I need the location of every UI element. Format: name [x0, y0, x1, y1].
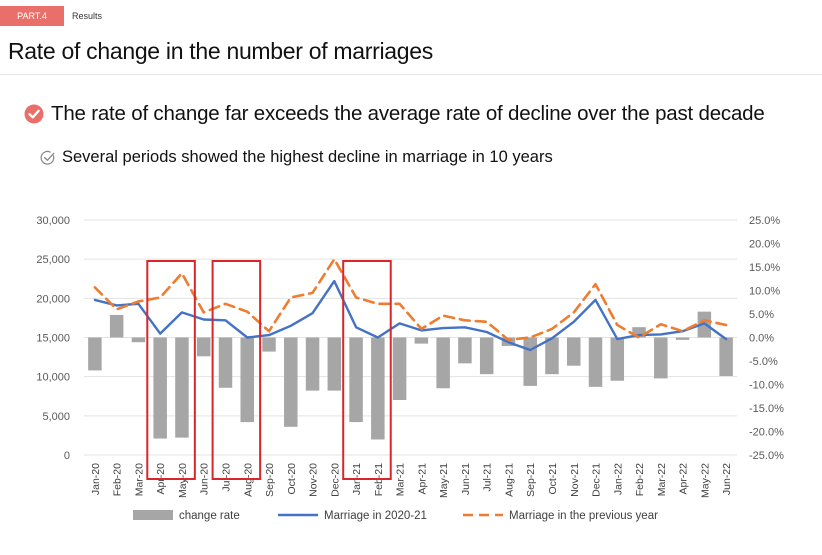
x-tick-label: May-20	[177, 463, 189, 498]
x-tick-label: Jan-20	[90, 463, 102, 495]
bar-Oct-20	[284, 337, 298, 427]
y-left-tick-label: 20,000	[36, 293, 70, 305]
x-tick-label: Feb-20	[112, 463, 124, 496]
bar-Apr-22	[675, 337, 690, 340]
axes: 0 5,000 10,000 15,000 20,000 25,000 30,000 -25.…	[36, 215, 784, 498]
x-tick-label: Mar-21	[395, 463, 407, 496]
sub-bullet-text: Several periods showed the highest decli…	[62, 148, 553, 166]
bar-Jun-21	[458, 337, 472, 364]
x-tick-label: May-21	[438, 463, 450, 498]
bar-Mar-21	[392, 337, 407, 401]
bar-Dec-21	[588, 337, 603, 387]
x-tick-label: Apr-21	[416, 463, 428, 495]
x-tick-label: Sep-20	[264, 463, 276, 497]
y-left-tick-label: 25,000	[36, 254, 70, 266]
check-circle-icon	[24, 104, 44, 124]
x-tick-label: Jan-22	[612, 463, 624, 495]
x-tick-label: Nov-21	[569, 463, 581, 497]
change-rate-bars	[88, 311, 733, 440]
x-tick-label: Dec-21	[591, 463, 603, 497]
line-2020-21	[93, 279, 728, 352]
sub-bullet: Several periods showed the highest decli…	[40, 148, 553, 167]
y-left-tick-label: 10,000	[36, 372, 70, 384]
y-right-tick-label: 10.0%	[749, 286, 780, 298]
line-previous-year	[93, 257, 728, 342]
main-bullet-text: The rate of change far exceeds the avera…	[51, 102, 765, 125]
highlight-boxes	[146, 260, 392, 480]
x-tick-label: Mar-22	[656, 463, 668, 496]
x-tick-label: Apr-22	[678, 463, 690, 495]
x-tick-label: Feb-22	[634, 463, 646, 496]
bar-Jun-22	[719, 337, 733, 377]
x-tick-label: May-22	[699, 463, 711, 498]
bar-May-20	[175, 337, 189, 438]
bar-Sep-20	[262, 337, 276, 352]
bar-Feb-20	[109, 314, 124, 338]
title-divider	[0, 74, 822, 75]
main-bullet: The rate of change far exceeds the avera…	[24, 102, 765, 126]
y-right-tick-label: -25.0%	[749, 450, 784, 462]
bar-Jan-21	[349, 337, 363, 423]
bar-Feb-22	[632, 327, 646, 338]
y-right-tick-label: -10.0%	[749, 380, 784, 392]
x-tick-label: Oct-20	[286, 463, 298, 495]
y-right-tick-label: -5.0%	[749, 356, 778, 368]
x-tick-label: Nov-20	[308, 463, 320, 497]
check-outline-icon	[40, 150, 55, 165]
y-right-tick-label: 15.0%	[749, 262, 780, 274]
legend-label: Marriage in the previous year	[509, 510, 658, 522]
y-right-tick-label: 25.0%	[749, 215, 780, 227]
x-tick-label: Aug-21	[503, 463, 515, 497]
bar-Nov-21	[567, 337, 581, 366]
grid-lines	[84, 219, 737, 456]
page-title: Rate of change in the number of marriage…	[8, 38, 433, 64]
y-right-tick-label: 20.0%	[749, 239, 780, 251]
legend-label: change rate	[179, 510, 240, 522]
y-left-tick-label: 15,000	[36, 333, 70, 345]
marriage-chart: 0 5,000 10,000 15,000 20,000 25,000 30,000 -25.…	[36, 215, 784, 522]
y-right-tick-label: 5.0%	[749, 309, 774, 321]
legend-swatch-change-rate	[133, 510, 173, 520]
legend: change rate Marriage in 2020-21 Marriage i…	[133, 510, 658, 522]
y-left-tick-label: 0	[64, 450, 70, 462]
bar-Jul-21	[479, 337, 494, 375]
x-tick-label: Oct-21	[547, 463, 559, 495]
y-right-tick-label: -20.0%	[749, 427, 784, 439]
legend-label: Marriage in 2020-21	[324, 510, 427, 522]
bar-Feb-21	[371, 337, 385, 440]
bar-Jun-20	[196, 337, 211, 357]
y-right-tick-label: -15.0%	[749, 403, 784, 415]
bar-May-21	[436, 337, 450, 389]
y-left-tick-label: 30,000	[36, 215, 70, 227]
highlight-box	[342, 260, 392, 480]
section-name: Results	[72, 11, 103, 21]
y-left-tick-label: 5,000	[42, 411, 70, 423]
bar-Sep-21	[523, 337, 537, 386]
bar-Nov-20	[305, 337, 320, 391]
section-tag: PART.4	[0, 6, 64, 26]
x-tick-label: Jul-20	[220, 463, 232, 492]
bar-Oct-21	[545, 337, 559, 375]
bar-Aug-20	[240, 337, 254, 423]
x-tick-label: Mar-20	[133, 463, 145, 496]
bar-Jul-20	[218, 337, 233, 388]
bar-Jan-22	[610, 337, 625, 381]
highlight-box	[146, 260, 196, 480]
x-tick-label: Jun-21	[460, 463, 472, 495]
x-tick-label: Dec-20	[329, 463, 341, 497]
y-right-tick-label: 0.0%	[749, 333, 774, 345]
bar-Jan-20	[88, 337, 102, 371]
marriage-lines	[93, 257, 728, 352]
x-tick-label: Jul-21	[482, 463, 494, 492]
x-tick-label: Jun-22	[721, 463, 733, 495]
bar-Mar-22	[654, 337, 668, 379]
bar-Dec-20	[327, 337, 342, 391]
bar-Apr-21	[414, 337, 429, 344]
bar-Mar-20	[131, 337, 146, 343]
highlight-box	[211, 260, 262, 480]
x-tick-label: Jun-20	[199, 463, 211, 495]
bar-Apr-20	[153, 337, 167, 439]
x-tick-label: Sep-21	[525, 463, 537, 497]
